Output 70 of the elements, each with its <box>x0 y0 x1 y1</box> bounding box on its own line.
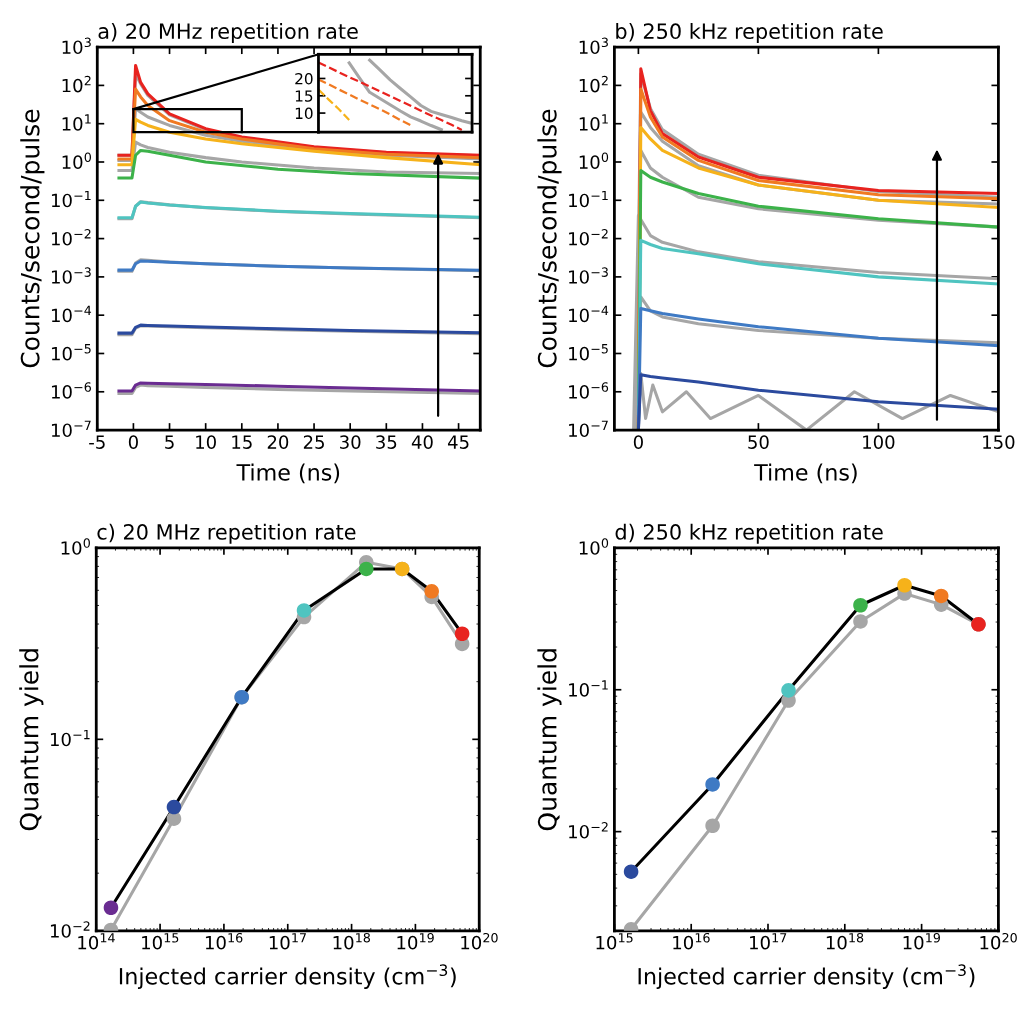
y-tick-label: 10$^{−2}$ <box>569 822 608 839</box>
y-tick-label: 10$^{−6}$ <box>569 382 609 399</box>
y-tick-label: 10$^{−5}$ <box>569 344 608 361</box>
x-tick-label: 10$^{16}$ <box>673 932 710 950</box>
x-tick-label: 10$^{20}$ <box>461 932 498 950</box>
x-tick-label: 35 <box>376 435 397 449</box>
x-tick-label: 100 <box>863 435 895 449</box>
y-tick-label: 10$^{2}$ <box>579 75 608 93</box>
y-tick-label: 10$^{−1}$ <box>51 190 91 208</box>
x-tick-label: 10$^{17}$ <box>269 933 306 950</box>
x-tick-label: 10$^{15}$ <box>596 933 633 950</box>
y-tick-label: 10$^{−2}$ <box>569 229 608 246</box>
x-tick-label: 40 <box>411 435 433 449</box>
x-tick-label: 15 <box>232 435 252 449</box>
x-axis-title: Time (ns) <box>236 463 340 484</box>
x-tick-label: 50 <box>748 435 769 449</box>
x-axis-title: Injected carrier density (cm$^{−3}$) <box>638 964 975 989</box>
y-tick-label: 15 <box>295 90 313 102</box>
x-tick-label: 45 <box>447 435 469 449</box>
y-tick-label: 10$^{0}$ <box>579 538 609 555</box>
x-tick-label: 30 <box>340 435 361 449</box>
x-tick-label: 10$^{14}$ <box>78 933 115 950</box>
x-tick-label: 150 <box>983 435 1015 449</box>
x-tick-label: 25 <box>303 435 324 449</box>
y-tick-label: 20 <box>295 72 313 85</box>
y-tick-label: 10$^{0}$ <box>579 152 609 169</box>
x-axis-title: Time (ns) <box>754 463 857 484</box>
x-tick-label: 5 <box>165 435 174 449</box>
x-tick-label: 10$^{15}$ <box>142 933 179 950</box>
y-axis-title: Quantum yield <box>537 649 562 831</box>
x-tick-label: 10$^{19}$ <box>397 932 434 950</box>
y-tick-label: 10$^{−1}$ <box>50 729 90 747</box>
y-tick-label: 10$^{−7}$ <box>569 420 608 438</box>
chart-title: d) 250 kHz repetition rate <box>615 523 883 544</box>
y-tick-label: 10$^{−7}$ <box>51 420 91 438</box>
y-tick-label: 10$^{−1}$ <box>569 190 608 208</box>
x-tick-label: 20 <box>267 435 289 449</box>
y-tick-label: 10$^{0}$ <box>61 538 90 555</box>
chart-title: c) 20 MHz repetition rate <box>97 523 356 544</box>
y-tick-label: 10$^{−6}$ <box>51 382 91 399</box>
y-tick-label: 10$^{−2}$ <box>51 229 91 246</box>
chart-title: a) 20 MHz repetition rate <box>98 22 358 44</box>
y-tick-label: 10$^{−5}$ <box>51 344 91 361</box>
y-tick-label: 10$^{−1}$ <box>569 680 608 697</box>
y-tick-label: 10$^{2}$ <box>62 75 91 93</box>
y-tick-label: 10$^{3}$ <box>62 37 91 55</box>
y-axis-title: Counts/second/pulse <box>20 109 45 368</box>
x-tick-label: 10 <box>196 435 216 449</box>
x-axis-title: Injected carrier density (cm$^{−3}$) <box>119 964 456 989</box>
y-axis-title: Counts/second/pulse <box>537 109 562 368</box>
y-tick-label: 10 <box>295 107 313 120</box>
y-axis-title: Quantum yield <box>19 649 44 831</box>
x-tick-label: 10$^{16}$ <box>205 932 243 950</box>
y-tick-label: 10$^{−3}$ <box>569 267 608 284</box>
x-tick-label: 10$^{19}$ <box>903 932 940 950</box>
x-tick-label: 10$^{20}$ <box>980 932 1017 950</box>
x-tick-label: 10$^{17}$ <box>750 933 787 950</box>
y-tick-label: 10$^{1}$ <box>579 114 608 131</box>
y-tick-label: 10$^{−4}$ <box>569 305 609 323</box>
y-tick-label: 10$^{3}$ <box>579 37 608 55</box>
y-tick-label: 10$^{0}$ <box>62 152 91 169</box>
chart-title: b) 250 kHz repetition rate <box>616 22 883 44</box>
x-tick-label: 0 <box>128 435 138 449</box>
y-tick-label: 10$^{1}$ <box>62 114 91 131</box>
y-tick-label: 10$^{−4}$ <box>51 305 92 323</box>
x-tick-label: 10$^{18}$ <box>333 932 370 950</box>
x-tick-label: 10$^{18}$ <box>826 932 864 950</box>
y-tick-label: 10$^{−3}$ <box>51 267 91 284</box>
x-tick-label: -5 <box>89 435 105 449</box>
x-tick-label: 0 <box>633 435 643 449</box>
